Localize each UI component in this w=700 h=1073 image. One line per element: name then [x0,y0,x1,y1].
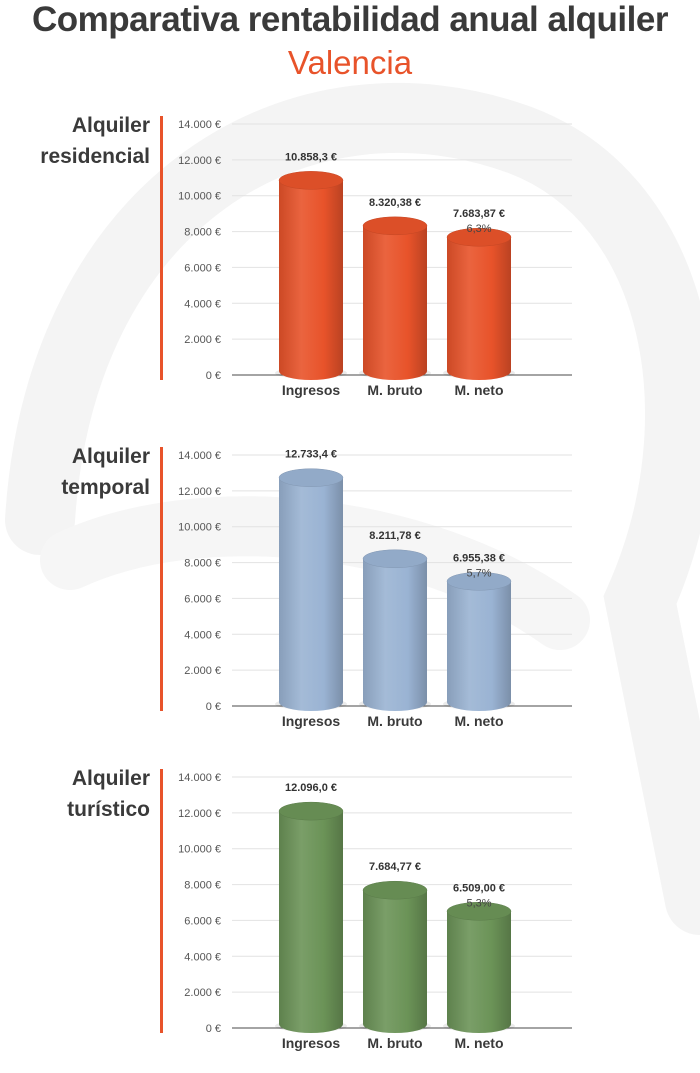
y-tick-label: 14.000 € [178,119,221,131]
bar [447,911,511,1033]
chart-title-line-1: Alquiler [71,767,150,790]
percent-label: 5,7% [466,567,491,579]
accent-bar [160,116,163,380]
y-tick-label: 10.000 € [178,191,221,203]
x-tick-label: M. neto [455,382,504,398]
chart-panel-temporal: Alquiler temporal 0 € 2.000 € 4.000 € 6.000… [0,441,700,751]
y-tick-label: 4.000 € [184,298,221,310]
x-tick-label: Ingresos [282,382,341,398]
bar [363,225,427,380]
y-tick-label: 10.000 € [178,522,221,534]
y-tick-label: 14.000 € [178,772,221,784]
bar [447,237,511,380]
bar-chart: 0 € 2.000 € 4.000 € 6.000 € 8.000 € 10.000 € 1… [178,119,572,398]
bar [447,581,511,711]
page-title: Comparativa rentabilidad anual alquiler [32,0,668,39]
bar-top [446,572,512,591]
bar [363,558,427,711]
y-tick-label: 2.000 € [184,987,221,999]
y-tick-label: 12.000 € [178,808,221,820]
bar [363,890,427,1033]
x-tick-label: M. bruto [367,382,422,398]
y-tick-label: 6.000 € [184,915,221,927]
y-tick-label: 2.000 € [184,665,221,677]
bar-top [278,468,344,487]
chart-title-line-2: temporal [61,476,150,499]
accent-bar [160,447,163,711]
chart-panel-residencial: Alquiler residencial 0 € 2.000 € 4.000 € 6.… [0,110,700,420]
y-tick-label: 12.000 € [178,486,221,498]
y-tick-label: 12.000 € [178,155,221,167]
x-tick-label: M. neto [455,1035,504,1051]
y-tick-label: 14.000 € [178,450,221,462]
data-label: 6.955,38 € [453,552,505,564]
x-tick-label: M. bruto [367,713,422,729]
bar [279,811,343,1033]
bar-top [446,902,512,921]
y-tick-label: 10.000 € [178,844,221,856]
bar-top [362,216,428,236]
bar-top [278,801,344,821]
data-label: 6.509,00 € [453,882,505,894]
y-tick-label: 6.000 € [184,593,221,605]
bar-top [362,549,428,569]
chart-title-line-2: turístico [67,798,150,821]
bar-top [446,227,512,247]
accent-bar [160,769,163,1033]
data-label: 8.320,38 € [369,197,421,209]
y-tick-label: 8.000 € [184,880,221,892]
y-tick-label: 8.000 € [184,558,221,570]
x-tick-label: Ingresos [282,713,341,729]
chart-panel-turistico: Alquiler turístico 0 € 2.000 € 4.000 € 6.00… [0,763,700,1073]
percent-label: 6,3% [466,223,491,235]
x-tick-label: M. bruto [367,1035,422,1051]
y-tick-label: 0 € [206,701,221,713]
chart-title: Alquiler temporal [61,441,150,503]
data-label: 12.733,4 € [285,449,337,461]
percent-label: 5,3% [466,897,491,909]
y-tick-label: 6.000 € [184,262,221,274]
bar-chart: 0 € 2.000 € 4.000 € 6.000 € 8.000 € 10.000 € 1… [178,449,572,729]
chart-title-line-2: residencial [40,145,150,168]
y-tick-label: 8.000 € [184,227,221,239]
y-tick-label: 0 € [206,370,221,382]
chart-title: Alquiler residencial [40,110,150,172]
bar-top [362,880,428,900]
chart-title-line-1: Alquiler [71,445,150,468]
chart-title-line-1: Alquiler [71,114,150,137]
y-tick-label: 4.000 € [184,629,221,641]
data-label: 8.211,78 € [369,530,420,542]
x-tick-label: Ingresos [282,1035,341,1051]
data-label: 7.683,87 € [453,208,505,220]
data-label: 10.858,3 € [285,151,337,163]
y-tick-label: 0 € [206,1023,221,1035]
y-tick-label: 2.000 € [184,334,221,346]
data-label: 12.096,0 € [285,782,337,794]
y-tick-label: 4.000 € [184,951,221,963]
x-tick-label: M. neto [455,713,504,729]
bar-top [278,171,344,190]
data-label: 7.684,77 € [369,861,421,873]
bar-chart: 0 € 2.000 € 4.000 € 6.000 € 8.000 € 10.000 € 1… [178,772,572,1051]
bar [279,180,343,380]
chart-title: Alquiler turístico [67,763,150,825]
page-subtitle: Valencia [287,44,413,81]
bar [279,477,343,711]
